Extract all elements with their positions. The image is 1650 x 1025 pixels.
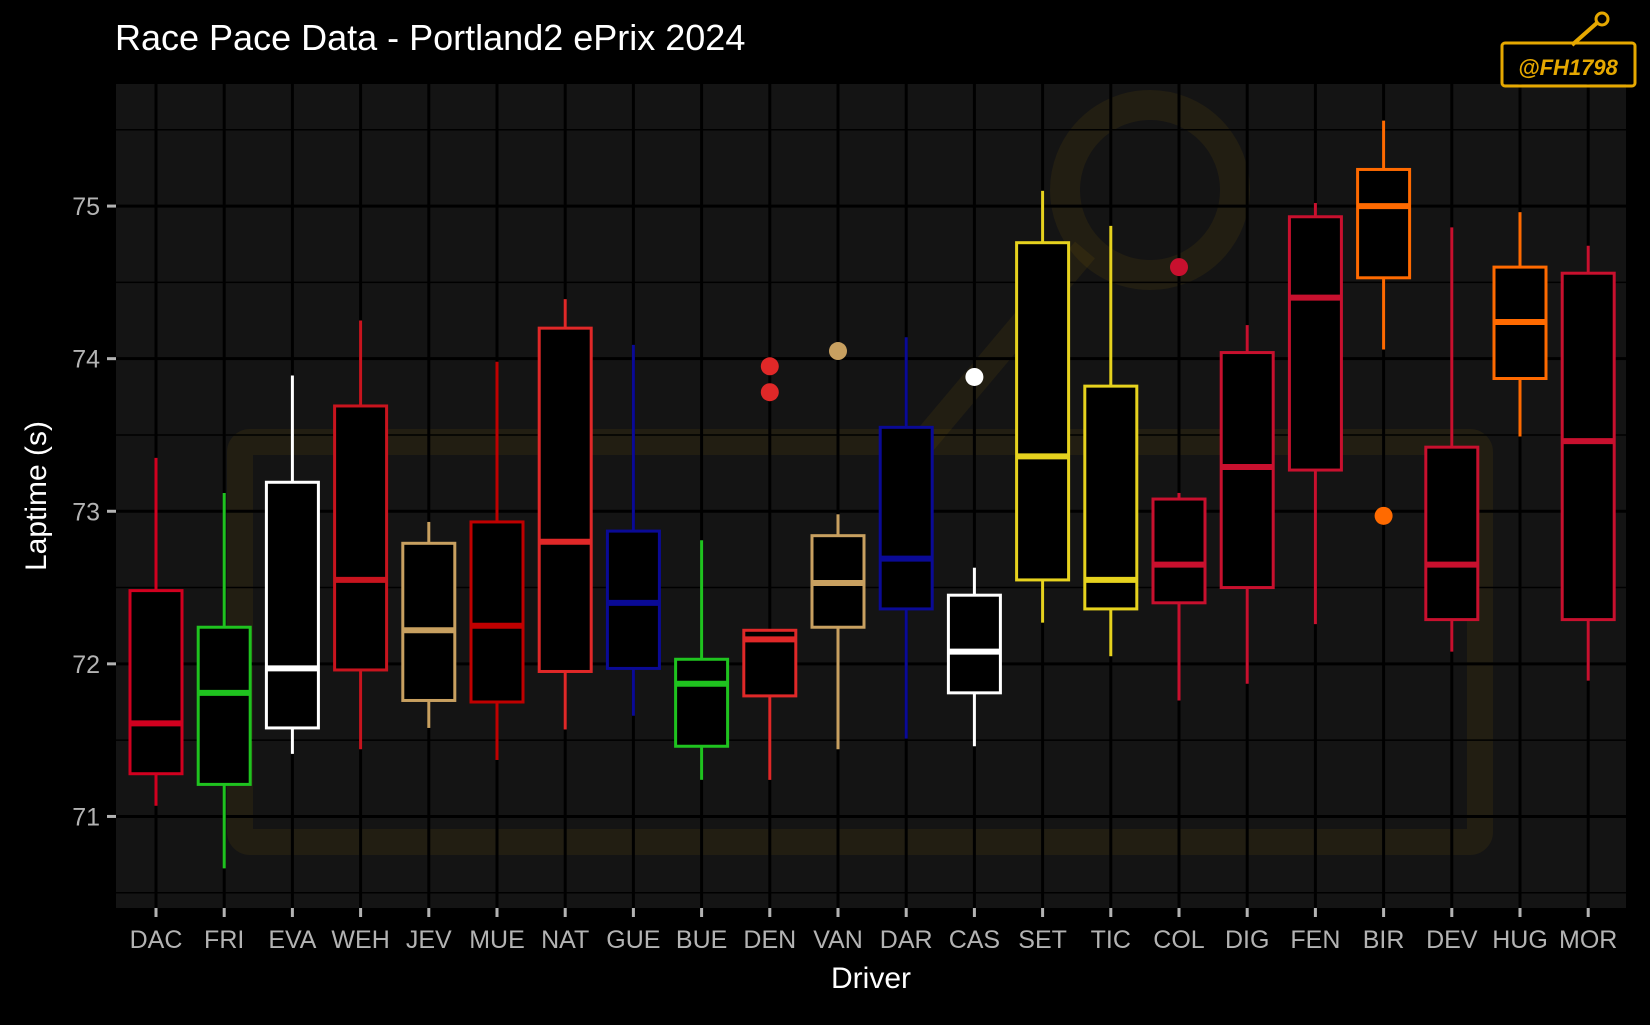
box-body (1015, 241, 1071, 582)
box-body (1151, 497, 1207, 605)
box-mue (469, 361, 525, 760)
box-eva (264, 375, 320, 754)
box-body (1424, 445, 1480, 622)
box-dar (878, 337, 934, 739)
x-tick-label: DEV (1426, 926, 1478, 954)
outlier-point (1170, 258, 1188, 277)
box-den (742, 357, 798, 780)
box-body (469, 520, 525, 704)
box-dac (128, 457, 184, 806)
box-dig (1219, 325, 1275, 684)
box-dev (1424, 227, 1480, 652)
x-axis-title: Driver (831, 962, 911, 995)
x-tick-label: DAC (130, 926, 183, 954)
box-bir (1356, 120, 1412, 525)
box-mor (1560, 245, 1616, 681)
box-hug (1492, 212, 1548, 437)
outlier-point (760, 383, 779, 402)
outlier-point (965, 367, 984, 386)
box-body (537, 326, 593, 673)
x-tick-label: VAN (813, 926, 863, 954)
logo-badge: @FH1798 (1500, 11, 1637, 88)
box-fen (1287, 203, 1343, 625)
box-body (878, 425, 934, 611)
x-tick-label: FRI (204, 926, 244, 954)
box-col (1151, 258, 1207, 701)
box-body (264, 480, 320, 730)
box-gue (605, 344, 661, 716)
box-body (128, 589, 184, 776)
x-tick-label: WEH (331, 926, 389, 954)
x-tick-label: HUG (1492, 926, 1548, 954)
x-axis: DAC FRI EVA WEH JEV MUE NAT GUE BUE DEN VAN DAR CAS S… (130, 908, 1617, 954)
x-tick-label: GUE (606, 926, 660, 954)
box-nat (537, 299, 593, 730)
box-body (1219, 351, 1275, 590)
box-bue (674, 540, 730, 780)
boxes-layer (128, 120, 1616, 869)
chart-title: Race Pace Data - Portland2 ePrix 2024 (115, 17, 745, 58)
box-fri (196, 492, 252, 869)
y-tick-label: 73 (72, 498, 100, 526)
box-body (333, 404, 389, 672)
x-tick-label: TIC (1091, 926, 1131, 954)
box-body (674, 657, 730, 748)
x-tick-label: COL (1153, 926, 1205, 954)
x-tick-label: MOR (1559, 926, 1617, 954)
y-tick-label: 74 (72, 346, 100, 374)
x-tick-label: BUE (676, 926, 727, 954)
x-tick-label: SET (1018, 926, 1067, 954)
x-tick-label: EVA (268, 926, 316, 954)
y-tick-label: 71 (72, 803, 100, 831)
x-tick-label: MUE (469, 926, 525, 954)
x-tick-label: CAS (949, 926, 1000, 954)
x-tick-label: DEN (743, 926, 796, 954)
outlier-point (829, 342, 847, 361)
outlier-point (1374, 506, 1393, 525)
x-tick-label: DIG (1225, 926, 1269, 954)
box-weh (333, 320, 389, 750)
box-set (1015, 190, 1071, 623)
y-axis: 71 72 73 74 75 (72, 193, 116, 831)
y-tick-label: 72 (72, 651, 100, 679)
box-tic (1083, 225, 1139, 657)
box-body (605, 529, 661, 670)
box-body (196, 625, 252, 786)
x-tick-label: BIR (1363, 926, 1405, 954)
outlier-point (760, 357, 779, 376)
x-tick-label: FEN (1290, 926, 1340, 954)
box-van (810, 342, 866, 750)
box-jev (401, 521, 457, 728)
box-body (946, 593, 1002, 695)
box-body (1560, 271, 1616, 622)
y-tick-label: 75 (72, 193, 100, 221)
box-body (1287, 215, 1343, 472)
box-body (401, 541, 457, 702)
x-tick-label: DAR (880, 926, 933, 954)
box-body (1356, 167, 1412, 280)
box-cas (946, 367, 1002, 747)
y-axis-title: Laptime (s) (20, 421, 53, 571)
box-body (1083, 384, 1139, 611)
svg-text:@FH1798: @FH1798 (1518, 55, 1618, 80)
x-tick-label: NAT (541, 926, 589, 954)
x-tick-label: JEV (406, 926, 452, 954)
